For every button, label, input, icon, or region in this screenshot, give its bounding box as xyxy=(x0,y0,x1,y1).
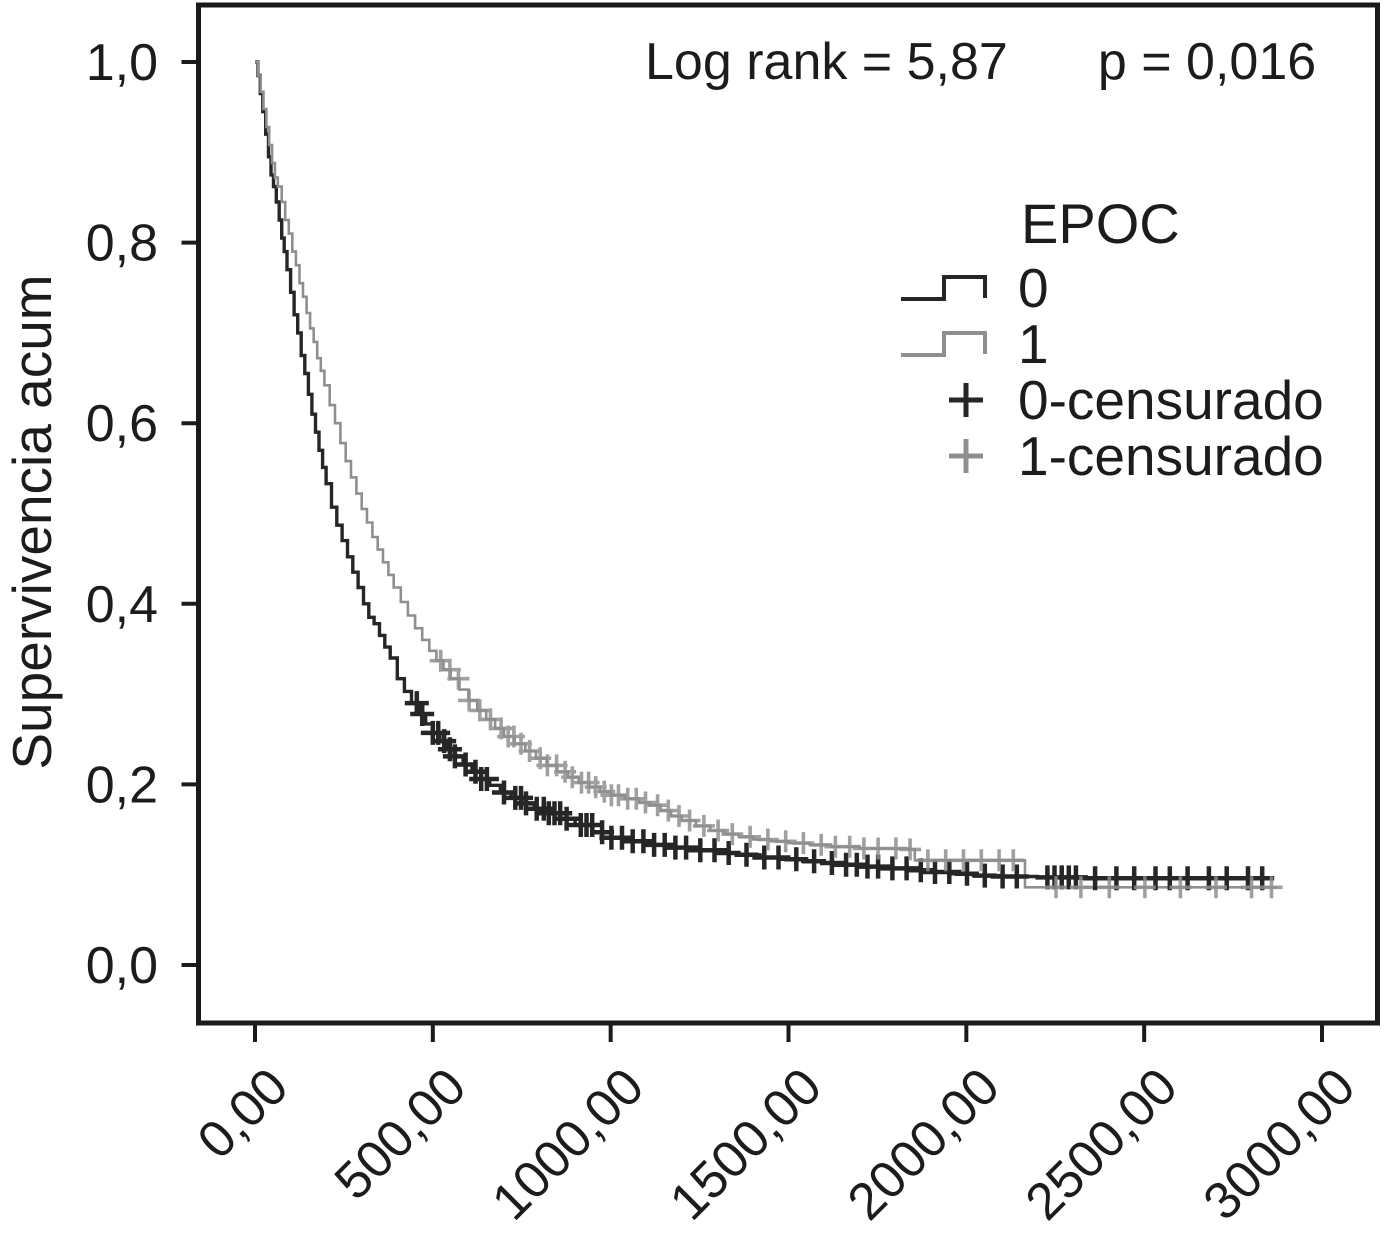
plus-icon-dark xyxy=(900,380,992,420)
y-tick-label: 1,0 xyxy=(86,34,158,92)
p-value: p = 0,016 xyxy=(1097,33,1317,91)
y-tick-label: 0,0 xyxy=(86,937,158,995)
y-axis-title: Supervivencia acum xyxy=(1,274,63,770)
x-tick-label: 3000,00 xyxy=(1193,1057,1367,1231)
legend-label-epoc-0: 0 xyxy=(1018,257,1049,319)
y-tick-label: 0,8 xyxy=(86,215,158,273)
y-tick-label: 0,6 xyxy=(86,395,158,453)
plot-frame xyxy=(196,2,1380,1026)
x-tick-label: 1000,00 xyxy=(481,1057,655,1231)
stats-annotation: Log rank = 5,87 p = 0,016 xyxy=(645,32,1316,92)
legend-item-epoc-1: 1 xyxy=(900,316,1324,372)
legend-label-epoc-1: 1 xyxy=(1018,313,1049,375)
legend-item-0-censored: 0-censurado xyxy=(900,372,1324,428)
censor-marks-0 xyxy=(404,691,1275,891)
x-tick-label: 500,00 xyxy=(324,1057,477,1210)
censor-marks-1 xyxy=(429,649,1283,899)
legend-label-0-censored: 0-censurado xyxy=(1018,369,1324,431)
legend: EPOC 0 1 0-censurado xyxy=(900,192,1324,484)
legend-title: EPOC xyxy=(1021,192,1180,255)
x-tick-label: 2000,00 xyxy=(837,1057,1011,1231)
log-rank-value: Log rank = 5,87 xyxy=(645,33,1008,91)
plus-icon-gray xyxy=(900,436,992,476)
x-tick-label: 0,00 xyxy=(187,1057,300,1170)
y-tick-label: 0,2 xyxy=(86,756,158,814)
step-line-icon-gray xyxy=(900,327,992,361)
y-tick-label: 0,4 xyxy=(86,576,158,634)
x-tick-label: 1500,00 xyxy=(659,1057,833,1231)
step-line-icon-dark xyxy=(900,271,992,305)
legend-item-1-censored: 1-censurado xyxy=(900,428,1324,484)
x-tick-label: 2500,00 xyxy=(1015,1057,1189,1231)
legend-item-epoc-0: 0 xyxy=(900,260,1324,316)
legend-label-1-censored: 1-censurado xyxy=(1018,425,1324,487)
